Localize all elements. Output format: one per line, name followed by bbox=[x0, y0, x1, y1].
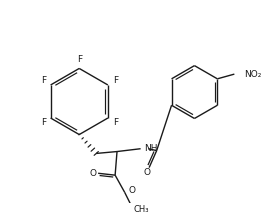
Text: CH₃: CH₃ bbox=[133, 205, 148, 214]
Text: O: O bbox=[144, 168, 151, 177]
Text: F: F bbox=[113, 76, 118, 85]
Text: O: O bbox=[90, 169, 97, 178]
Text: O: O bbox=[128, 186, 135, 195]
Text: F: F bbox=[41, 76, 46, 85]
Text: F: F bbox=[77, 55, 82, 64]
Text: F: F bbox=[113, 118, 118, 127]
Text: NO₂: NO₂ bbox=[244, 70, 261, 79]
Text: F: F bbox=[41, 118, 46, 127]
Text: NH: NH bbox=[144, 144, 158, 153]
